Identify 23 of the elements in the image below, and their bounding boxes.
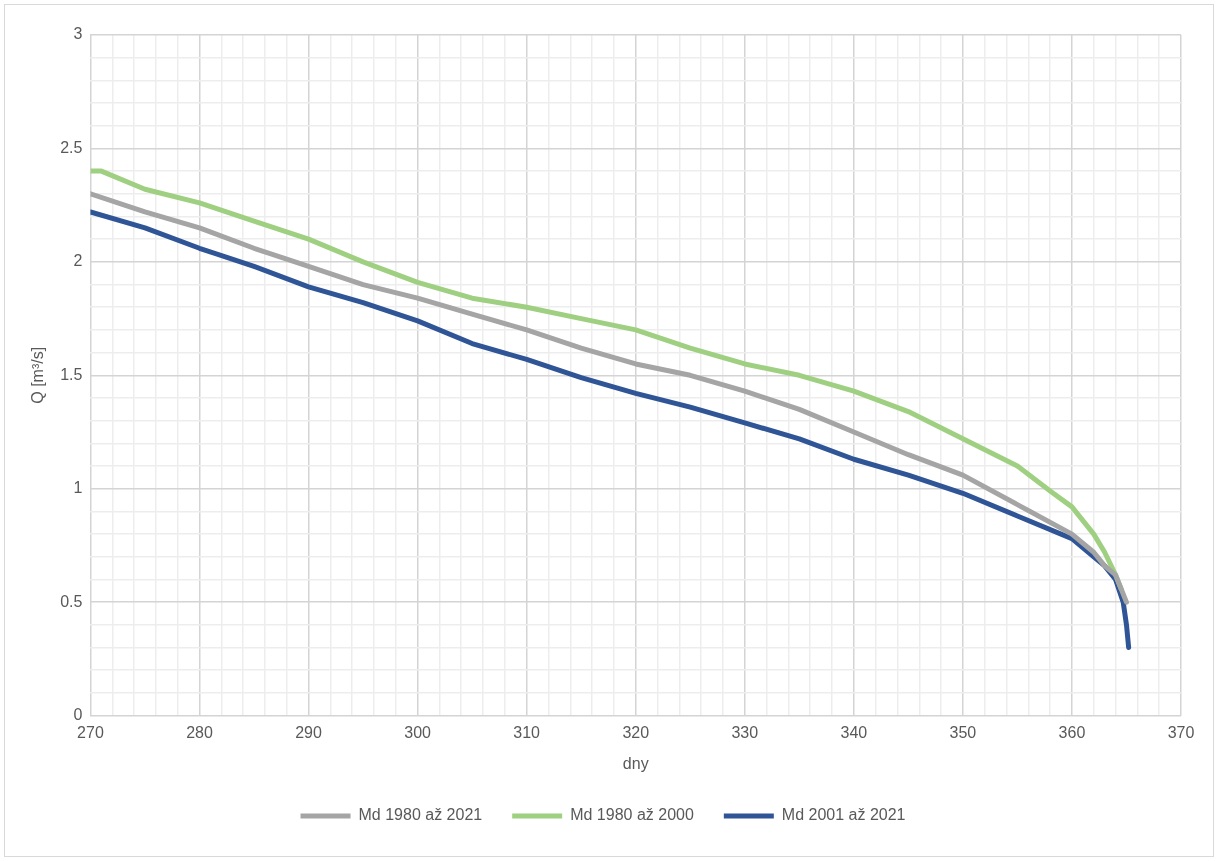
- y-tick-label: 3: [73, 25, 83, 43]
- y-tick-label: 2: [73, 252, 83, 270]
- x-tick-label: 280: [186, 723, 213, 741]
- y-tick-label: 0: [73, 706, 83, 724]
- x-tick-label: 310: [513, 723, 541, 741]
- y-tick-label: 2.5: [60, 138, 83, 156]
- x-axis-title: dny: [622, 754, 649, 772]
- y-axis-title: Q [m³/s]: [29, 346, 47, 404]
- x-tick-label: 330: [731, 723, 759, 741]
- x-tick-label: 290: [295, 723, 322, 741]
- legend-label: Md 1980 až 2021: [358, 806, 483, 824]
- x-tick-label: 370: [1167, 723, 1195, 741]
- legend-label: Md 2001 až 2021: [781, 806, 906, 824]
- x-tick-label: 350: [949, 723, 977, 741]
- y-tick-label: 0.5: [60, 592, 83, 610]
- x-tick-label: 360: [1058, 723, 1086, 741]
- y-tick-label: 1.5: [60, 365, 83, 383]
- x-tick-label: 300: [404, 723, 432, 741]
- legend-label: Md 1980 až 2000: [570, 806, 694, 824]
- y-tick-label: 1: [73, 479, 83, 497]
- x-tick-label: 320: [622, 723, 650, 741]
- x-tick-label: 270: [77, 723, 104, 741]
- x-tick-label: 340: [840, 723, 868, 741]
